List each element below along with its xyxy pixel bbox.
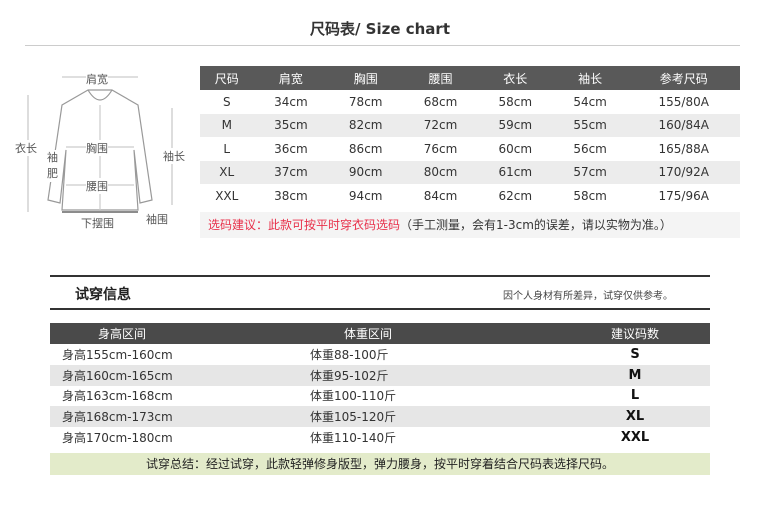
table-cell: 78cm xyxy=(328,90,404,114)
table-cell: 160/84A xyxy=(627,113,740,137)
shirt-diagram: 肩宽 衣长 袖肥 胸围 腰围 袖长 下摆围 袖围 xyxy=(0,60,200,240)
advice-detail: （手工测量，会有1-3cm的误差，请以实物为准。） xyxy=(400,218,672,232)
table-cell: 72cm xyxy=(403,113,478,137)
table-cell: 80cm xyxy=(403,160,478,184)
table-cell: 身高170cm-180cm xyxy=(50,427,300,448)
table-row: M 35cm 82cm 72cm 59cm 55cm 160/84A xyxy=(200,113,740,137)
table-cell: 55cm xyxy=(552,113,628,137)
table-cell: 58cm xyxy=(552,184,628,208)
table-cell: L xyxy=(560,385,710,407)
tryon-table-header: 身高区间 体重区间 建议码数 xyxy=(50,323,710,344)
header-cell: 参考尺码 xyxy=(627,66,740,90)
table-cell: 175/96A xyxy=(627,184,740,208)
table-row: 身高155cm-160cm 体重88-100斤 S xyxy=(50,344,710,365)
tryon-table: 身高区间 体重区间 建议码数 身高155cm-160cm 体重88-100斤 S 身高… xyxy=(50,323,710,448)
table-row: 身高168cm-173cm 体重105-120斤 XL xyxy=(50,406,710,428)
header-cell: 腰围 xyxy=(403,66,478,90)
table-cell: 58cm xyxy=(477,90,553,114)
label-cuff: 袖围 xyxy=(146,211,168,227)
table-cell: 86cm xyxy=(328,137,404,161)
table-cell: S xyxy=(200,90,254,114)
table-cell: M xyxy=(560,364,710,386)
table-cell: 体重88-100斤 xyxy=(300,344,560,365)
table-cell: 38cm xyxy=(253,184,329,208)
table-cell: 34cm xyxy=(253,90,329,114)
header-cell: 身高区间 xyxy=(50,323,300,344)
table-cell: 身高155cm-160cm xyxy=(50,344,300,365)
divider xyxy=(50,275,710,277)
divider xyxy=(25,45,740,46)
table-cell: 170/92A xyxy=(627,160,740,184)
table-cell: 体重105-120斤 xyxy=(300,406,560,428)
table-cell: 57cm xyxy=(552,160,628,184)
table-cell: 165/88A xyxy=(627,137,740,161)
table-cell: 59cm xyxy=(477,113,553,137)
table-cell: 体重110-140斤 xyxy=(300,427,560,448)
table-cell: 35cm xyxy=(253,113,329,137)
table-cell: 76cm xyxy=(403,137,478,161)
table-cell: 62cm xyxy=(477,184,553,208)
table-cell: 身高168cm-173cm xyxy=(50,406,300,428)
label-hem: 下摆围 xyxy=(81,215,114,231)
table-cell: XXL xyxy=(200,184,254,208)
table-row: L 36cm 86cm 76cm 60cm 56cm 165/88A xyxy=(200,137,740,161)
header-cell: 体重区间 xyxy=(300,323,560,344)
table-cell: L xyxy=(200,137,254,161)
divider xyxy=(50,308,710,310)
table-row: XL 37cm 90cm 80cm 61cm 57cm 170/92A xyxy=(200,160,740,184)
table-cell: M xyxy=(200,113,254,137)
table-cell: 56cm xyxy=(552,137,628,161)
size-table: 尺码 肩宽 胸围 腰围 衣长 袖长 参考尺码 S 34cm 78cm 68cm 58cm… xyxy=(200,66,740,208)
table-row: 身高163cm-168cm 体重100-110斤 L xyxy=(50,385,710,407)
header-cell: 衣长 xyxy=(477,66,553,90)
size-table-header: 尺码 肩宽 胸围 腰围 衣长 袖长 参考尺码 xyxy=(200,66,740,90)
header-cell: 袖长 xyxy=(552,66,628,90)
table-cell: 155/80A xyxy=(627,90,740,114)
label-length: 衣长 xyxy=(15,140,37,156)
header-cell: 胸围 xyxy=(328,66,404,90)
page-title: 尺码表/ Size chart xyxy=(309,20,451,38)
table-cell: 84cm xyxy=(403,184,478,208)
table-cell: 体重95-102斤 xyxy=(300,364,560,386)
advice-highlight: 选码建议：此款可按平时穿衣码选码 xyxy=(208,218,401,232)
header-cell: 建议码数 xyxy=(560,323,710,344)
label-shoulder: 肩宽 xyxy=(86,71,108,87)
table-cell: S xyxy=(560,344,710,365)
table-cell: 37cm xyxy=(253,160,329,184)
table-cell: XXL xyxy=(560,427,710,448)
label-sleeve-length: 袖长 xyxy=(163,148,185,164)
label-chest: 胸围 xyxy=(86,140,108,156)
table-cell: 82cm xyxy=(328,113,404,137)
table-row: XXL 38cm 94cm 84cm 62cm 58cm 175/96A xyxy=(200,184,740,208)
tryon-summary: 试穿总结：经过试穿，此款轻弹修身版型，弹力腰身，按平时穿着结合尺码表选择尺码。 xyxy=(50,453,710,475)
table-cell: 94cm xyxy=(328,184,404,208)
table-cell: 60cm xyxy=(477,137,553,161)
label-waist: 腰围 xyxy=(86,178,108,194)
table-cell: 90cm xyxy=(328,160,404,184)
table-row: S 34cm 78cm 68cm 58cm 54cm 155/80A xyxy=(200,90,740,114)
table-cell: 61cm xyxy=(477,160,553,184)
tryon-disclaimer: 因个人身材有所差异，试穿仅供参考。 xyxy=(503,291,673,302)
header-cell: 尺码 xyxy=(200,66,254,90)
table-cell: 54cm xyxy=(552,90,628,114)
table-cell: 68cm xyxy=(403,90,478,114)
table-cell: 体重100-110斤 xyxy=(300,385,560,407)
table-cell: 身高160cm-165cm xyxy=(50,364,300,386)
size-advice-note: 选码建议：此款可按平时穿衣码选码（手工测量，会有1-3cm的误差，请以实物为准。… xyxy=(200,212,740,238)
table-row: 身高160cm-165cm 体重95-102斤 M xyxy=(50,364,710,386)
table-cell: XL xyxy=(200,160,254,184)
header-cell: 肩宽 xyxy=(253,66,329,90)
table-row: 身高170cm-180cm 体重110-140斤 XXL xyxy=(50,427,710,448)
section-title: 试穿信息 xyxy=(75,287,131,303)
table-cell: 身高163cm-168cm xyxy=(50,385,300,407)
table-cell: XL xyxy=(560,406,710,428)
table-cell: 36cm xyxy=(253,137,329,161)
label-sleeve-width: 袖肥 xyxy=(47,150,59,182)
